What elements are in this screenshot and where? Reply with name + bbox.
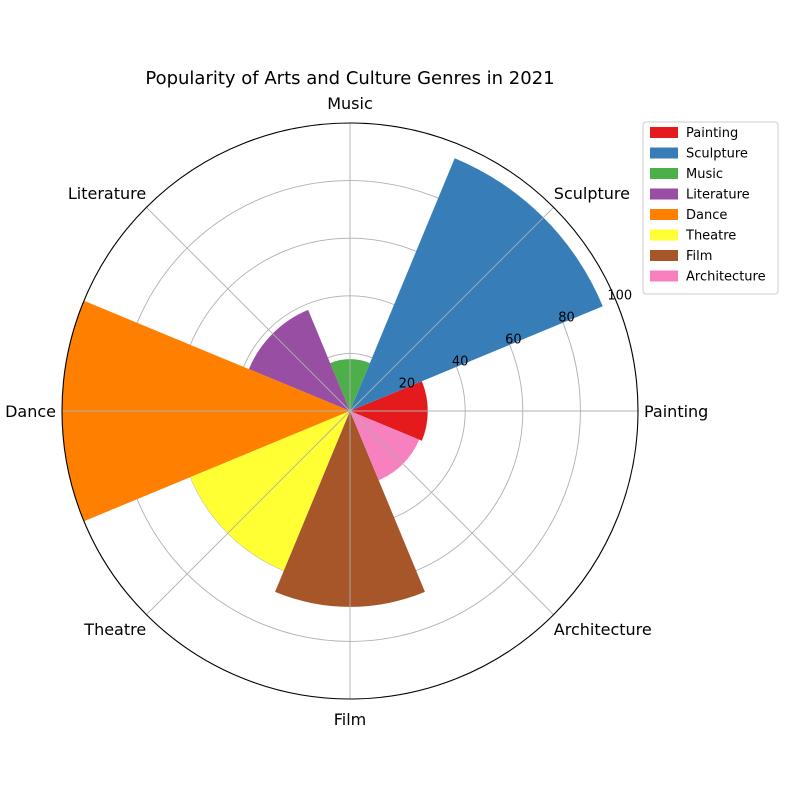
legend: Painting Sculpture Music Literature Dance The… — [642, 121, 779, 295]
category-label-architecture: Architecture — [554, 620, 652, 639]
legend-label: Dance — [686, 208, 727, 223]
legend-label: Literature — [686, 188, 750, 203]
legend-swatch — [650, 127, 678, 138]
category-label-theatre: Theatre — [83, 620, 146, 639]
legend-label: Painting — [686, 126, 738, 141]
bars — [62, 158, 603, 607]
legend-swatch — [650, 188, 678, 200]
legend-label: Film — [686, 249, 712, 264]
angular-gridline — [349, 207, 554, 412]
radial-tick-label: 20 — [399, 376, 416, 391]
angular-gridline — [146, 207, 351, 412]
category-label-dance: Dance — [5, 402, 56, 421]
legend-label: Architecture — [686, 270, 766, 285]
legend-swatch — [650, 250, 678, 261]
radial-tick-label: 80 — [558, 310, 575, 325]
chart-title: Popularity of Arts and Culture Genres in… — [145, 68, 554, 89]
legend-swatch — [650, 209, 678, 220]
radial-tick-label: 100 — [607, 288, 632, 303]
legend-swatch — [650, 168, 678, 179]
angular-gridline — [349, 410, 554, 615]
category-label-sculpture: Sculpture — [554, 184, 630, 203]
legend-label: Sculpture — [686, 147, 748, 162]
category-label-film: Film — [334, 710, 367, 729]
category-label-literature: Literature — [68, 184, 146, 203]
angular-gridlines — [61, 122, 639, 700]
legend-label: Music — [686, 167, 723, 182]
legend-items: Painting Sculpture Music Literature Dance The… — [650, 126, 766, 285]
radial-tick-label: 60 — [505, 332, 522, 347]
legend-label: Theatre — [685, 229, 736, 244]
radial-tick-label: 40 — [452, 354, 469, 369]
category-label-painting: Painting — [644, 402, 708, 421]
category-labels: Painting Sculpture Music Literature Dance The… — [5, 94, 708, 729]
polar-frame — [61, 122, 639, 700]
legend-swatch — [650, 147, 678, 159]
category-label-music: Music — [327, 94, 373, 113]
legend-swatch — [650, 229, 678, 241]
legend-swatch — [650, 270, 678, 282]
radial-tick-labels: 20 40 60 80 100 — [399, 288, 633, 391]
angular-gridline — [146, 410, 351, 615]
